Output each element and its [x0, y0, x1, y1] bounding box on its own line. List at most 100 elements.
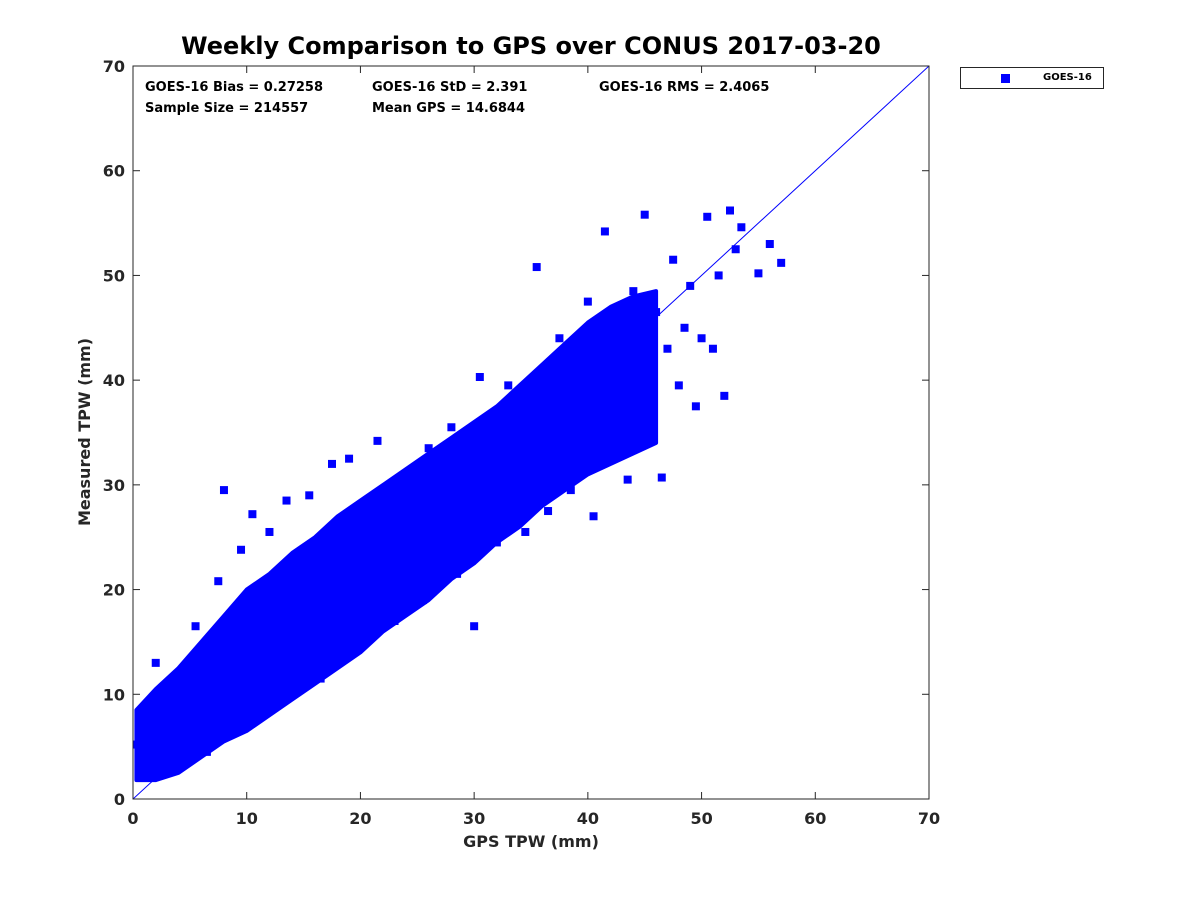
legend: GOES-16 — [960, 67, 1104, 89]
scatter-point — [322, 543, 331, 552]
scatter-point — [691, 402, 700, 411]
scatter-point — [492, 538, 501, 547]
legend-label: GOES-16 — [1043, 72, 1092, 83]
scatter-point — [197, 700, 206, 709]
legend-marker-icon — [1001, 74, 1010, 83]
scatter-point — [259, 580, 268, 589]
scatter-point — [379, 548, 388, 557]
scatter-point — [202, 747, 211, 756]
scatter-point — [146, 763, 155, 772]
scatter-point — [316, 674, 325, 683]
scatter-point — [527, 412, 535, 421]
x-tick-label: 10 — [236, 809, 258, 828]
scatter-point — [401, 569, 410, 578]
scatter-point — [185, 716, 194, 725]
scatter-point — [697, 334, 706, 343]
scatter-point — [447, 423, 456, 432]
scatter-point — [566, 486, 575, 495]
scatter-point — [549, 397, 558, 406]
scatter-point — [328, 459, 336, 468]
scatter-point — [606, 433, 615, 442]
scatter-point — [149, 694, 158, 703]
scatter-point — [430, 507, 439, 516]
scatter-point — [765, 240, 774, 249]
scatter-point — [231, 695, 240, 704]
scatter-point — [708, 344, 717, 353]
scatter-point — [629, 287, 638, 296]
scatter-point — [373, 436, 382, 445]
scatter-point — [669, 255, 678, 264]
scatter-point — [276, 616, 285, 625]
scatter-point — [407, 480, 416, 489]
scatter-point — [350, 643, 359, 652]
y-tick-label: 60 — [103, 162, 125, 181]
scatter-point — [561, 449, 570, 458]
scatter-point — [555, 334, 564, 343]
x-tick-label: 0 — [127, 809, 138, 828]
scatter-point — [180, 669, 189, 678]
scatter-point — [663, 344, 672, 353]
scatter-point — [578, 412, 587, 421]
scatter-point — [544, 507, 553, 516]
y-tick-label: 0 — [114, 790, 125, 809]
scatter-point — [384, 482, 393, 491]
scatter-point — [138, 768, 147, 777]
scatter-point — [413, 527, 422, 536]
stat-std: GOES-16 StD = 2.391 — [372, 80, 528, 95]
scatter-point — [134, 716, 143, 725]
scatter-point — [333, 611, 342, 620]
scatter-point — [481, 491, 490, 500]
scatter-point — [140, 747, 149, 756]
scatter-point — [271, 653, 280, 662]
scatter-point — [174, 742, 183, 751]
scatter-point — [703, 212, 712, 221]
scatter-point — [464, 517, 473, 526]
scatter-point — [367, 601, 376, 610]
scatter-point — [674, 381, 683, 390]
stat-bias: GOES-16 Bias = 0.27258 — [145, 80, 324, 95]
x-tick-label: 30 — [463, 809, 485, 828]
scatter-point — [737, 223, 746, 232]
scatter-point — [515, 454, 524, 463]
scatter-point — [390, 616, 399, 625]
y-tick-label: 50 — [103, 266, 125, 285]
scatter-point — [310, 596, 319, 605]
scatter-point — [498, 428, 507, 437]
scatter-point — [617, 376, 626, 385]
x-axis: 0 10 20 30 40 50 60 70 — [127, 66, 940, 828]
y-axis: 0 10 20 30 40 50 60 70 — [103, 57, 929, 809]
scatter-point — [680, 323, 689, 332]
scatter-point — [623, 475, 632, 484]
plot-area — [133, 66, 929, 799]
scatter-point — [470, 622, 479, 631]
scatter-point — [225, 643, 234, 652]
scatter-point — [163, 711, 172, 720]
x-tick-label: 40 — [577, 809, 599, 828]
scatter-point — [538, 470, 547, 479]
scatter-point — [345, 454, 354, 463]
scatter-point — [248, 510, 257, 519]
x-tick-label: 60 — [804, 809, 826, 828]
y-tick-label: 40 — [103, 371, 125, 390]
scatter-point — [572, 365, 581, 374]
scatter-point — [635, 360, 644, 369]
scatter-point — [356, 559, 365, 568]
scatter-point — [714, 271, 723, 280]
scatter-point — [418, 596, 427, 605]
one-to-one-line — [133, 66, 929, 799]
scatter-point — [453, 569, 462, 578]
scatter-point — [731, 245, 740, 254]
y-tick-label: 70 — [103, 57, 125, 76]
scatter-point — [282, 496, 291, 505]
scatter-point — [640, 210, 649, 219]
scatter-point — [657, 473, 666, 482]
scatter-point — [219, 486, 228, 495]
scatter-point — [265, 527, 274, 536]
scatter-point — [396, 512, 405, 521]
x-tick-label: 20 — [349, 809, 371, 828]
scatter-point — [436, 554, 445, 563]
scatter-point — [339, 575, 348, 584]
scatter-point — [424, 444, 433, 453]
scatter-point — [475, 373, 484, 382]
